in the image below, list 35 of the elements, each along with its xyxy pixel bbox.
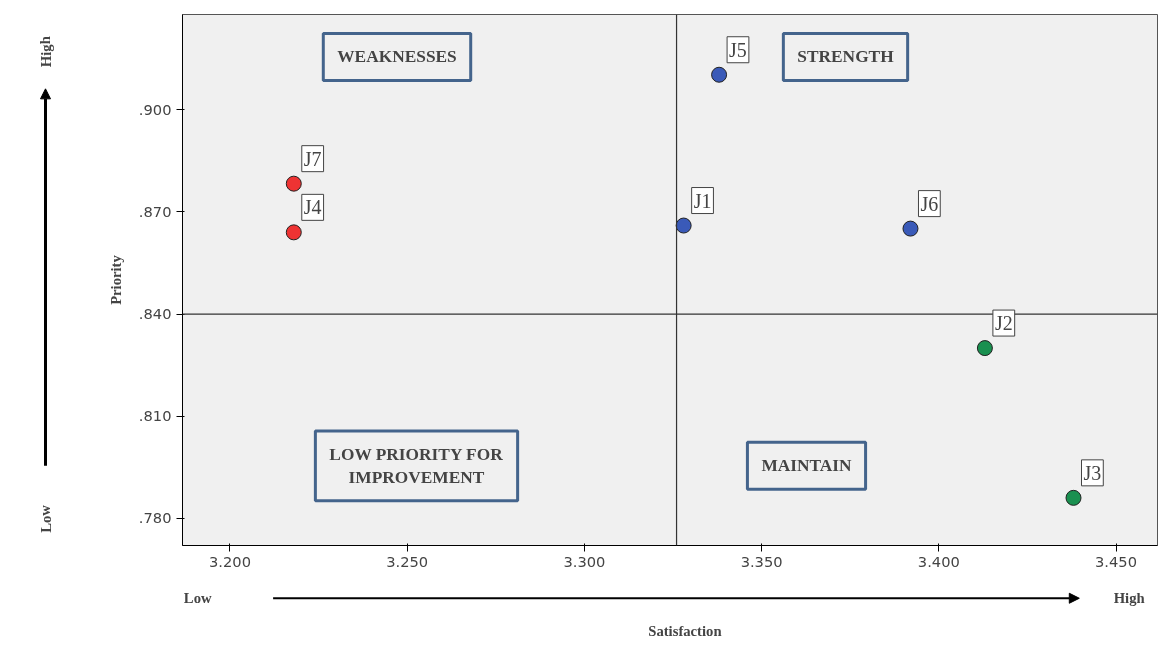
annotation: MAINTAIN	[761, 456, 853, 476]
annotation: J3	[1083, 461, 1102, 484]
annotation: J2	[994, 312, 1013, 335]
annotation: LOW PRIORITY FOR IMPROVEMENT	[329, 444, 504, 487]
text: Low	[37, 504, 54, 533]
text: Low	[183, 590, 212, 607]
x-tick-label: 3.200	[209, 552, 251, 570]
point	[902, 220, 919, 237]
x-tick-label: 3.300	[563, 552, 606, 570]
text: High	[37, 36, 54, 68]
y-tick-label: .900	[138, 100, 172, 118]
x-tick-label: 3.400	[917, 552, 960, 570]
y-tick-label: .840	[138, 305, 172, 323]
x-tick-label: 3.250	[386, 552, 429, 570]
annotation: J1	[693, 189, 712, 212]
annotation: J4	[303, 196, 322, 219]
y-tick-label: .810	[138, 407, 172, 425]
annotation: J7	[303, 147, 322, 170]
y-tick-label: .870	[138, 202, 172, 220]
annotation: J6	[920, 192, 939, 215]
y-axis-title: Priority	[107, 254, 124, 305]
annotation: WEAKNESSES	[337, 47, 457, 67]
x-tick-label: 3.350	[740, 552, 783, 570]
point	[1065, 489, 1082, 506]
point	[285, 224, 302, 241]
point	[675, 217, 692, 234]
annotation: J5	[729, 38, 747, 61]
point	[285, 175, 302, 192]
y-tick-label: .780	[138, 509, 172, 527]
x-axis-title: Satisfaction	[648, 622, 722, 639]
annotation: STRENGTH	[797, 47, 895, 67]
x-tick-label: 3.450	[1095, 552, 1138, 570]
point	[976, 340, 993, 357]
text: High	[1113, 590, 1145, 607]
point	[711, 66, 728, 83]
